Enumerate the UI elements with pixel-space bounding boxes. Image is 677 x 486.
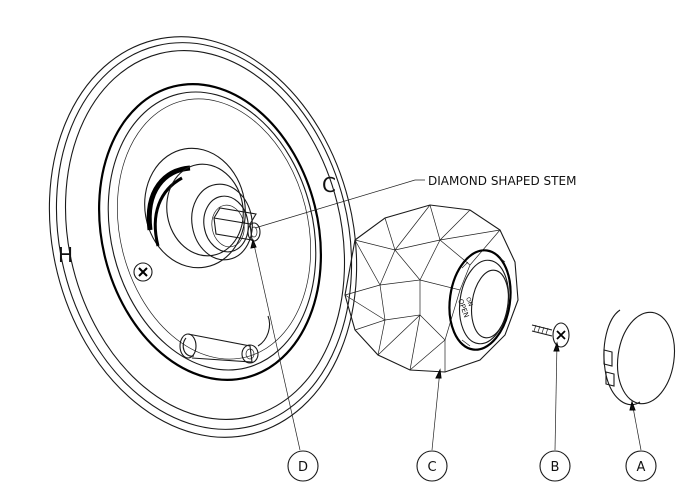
part-bubble-c: C — [416, 450, 448, 482]
part-bubble-a: A — [625, 450, 657, 482]
plate-screw-icon — [133, 262, 153, 282]
part-bubble-b: B — [539, 450, 571, 482]
svg-text:ON: ON — [464, 296, 474, 307]
leader-lines — [250, 238, 642, 451]
faceted-handle: OPEN ON — [344, 204, 519, 373]
valve-hub — [144, 147, 253, 269]
svg-text:C: C — [427, 460, 436, 475]
stem-callout: DIAMOND SHAPED STEM — [254, 174, 576, 229]
svg-text:A: A — [637, 460, 646, 475]
svg-text:D: D — [298, 460, 308, 475]
diamond-stem — [213, 207, 261, 242]
svg-text:B: B — [551, 460, 560, 475]
stem-callout-text: DIAMOND SHAPED STEM — [428, 174, 576, 188]
cold-label: C — [322, 173, 336, 197]
index-cap — [603, 309, 676, 406]
escutcheon-plate — [48, 36, 358, 438]
hot-label: H — [58, 243, 73, 267]
part-bubble-d: D — [287, 450, 319, 482]
diverter-lever — [179, 315, 271, 364]
handle-screw — [531, 322, 570, 348]
